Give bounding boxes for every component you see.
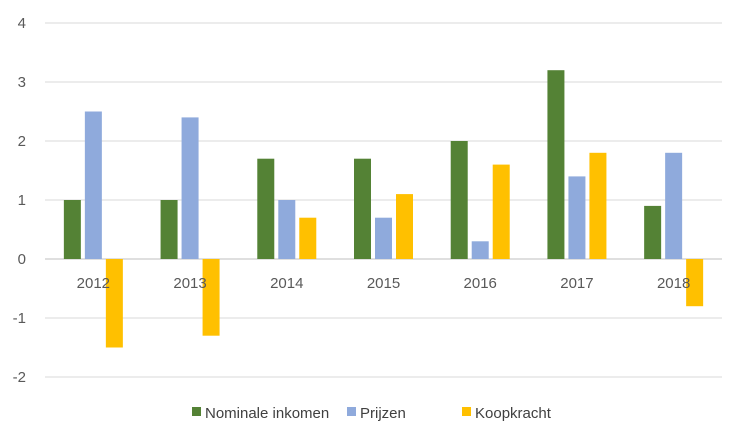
y-tick-label: -1 (13, 310, 26, 327)
legend-label: Prijzen (360, 405, 406, 422)
bar-nominale-inkomen-2016 (450, 141, 468, 259)
x-tick-label: 2017 (560, 275, 593, 292)
x-tick-label: 2016 (464, 275, 497, 292)
y-tick-label: 2 (18, 133, 26, 150)
legend-swatch (347, 407, 356, 416)
x-tick-label: 2012 (77, 275, 110, 292)
bar-prijzen-2015 (375, 217, 392, 259)
legend: Nominale inkomen Prijzen Koopkracht (192, 405, 552, 422)
legend-swatch (192, 407, 201, 416)
bar-koopkracht-2015 (396, 194, 413, 259)
bar-prijzen-2013 (181, 117, 199, 260)
bar-nominale-inkomen-2014 (257, 158, 275, 259)
bar-prijzen-2017 (568, 176, 586, 259)
y-tick-label: -2 (13, 369, 26, 386)
bar-koopkracht-2012 (105, 259, 123, 348)
bar-prijzen-2014 (278, 200, 296, 259)
y-tick-label: 4 (18, 15, 26, 32)
bar-prijzen-2012 (84, 111, 102, 259)
x-tick-label: 2018 (657, 275, 690, 292)
y-tick-label: 1 (18, 192, 26, 209)
x-tick-label: 2015 (367, 275, 400, 292)
x-axis: 2012 2013 2014 2015 2016 2017 2018 (77, 275, 691, 292)
bar-koopkracht-2018 (686, 259, 704, 307)
bar-nominale-inkomen-2013 (160, 200, 178, 259)
y-axis: 4 3 2 1 0 -1 -2 (13, 15, 26, 386)
bar-prijzen-2018 (665, 152, 683, 259)
x-tick-label: 2013 (173, 275, 206, 292)
bar-nominale-inkomen-2017 (547, 70, 565, 259)
gridlines (45, 22, 722, 378)
bar-nominale-inkomen-2015 (354, 158, 371, 259)
bar-nominale-inkomen-2018 (644, 205, 662, 259)
bar-koopkracht-2014 (299, 217, 317, 259)
legend-label: Nominale inkomen (205, 405, 329, 422)
bar-prijzen-2016 (471, 241, 489, 259)
legend-swatch (462, 407, 471, 416)
bar-nominale-inkomen-2012 (63, 200, 81, 259)
y-tick-label: 3 (18, 74, 26, 91)
y-tick-label: 0 (18, 251, 26, 268)
legend-label: Koopkracht (475, 405, 552, 422)
bar-koopkracht-2013 (202, 259, 220, 336)
bar-koopkracht-2017 (589, 152, 607, 259)
bar-koopkracht-2016 (492, 164, 510, 259)
bars (63, 70, 704, 348)
x-tick-label: 2014 (270, 275, 303, 292)
